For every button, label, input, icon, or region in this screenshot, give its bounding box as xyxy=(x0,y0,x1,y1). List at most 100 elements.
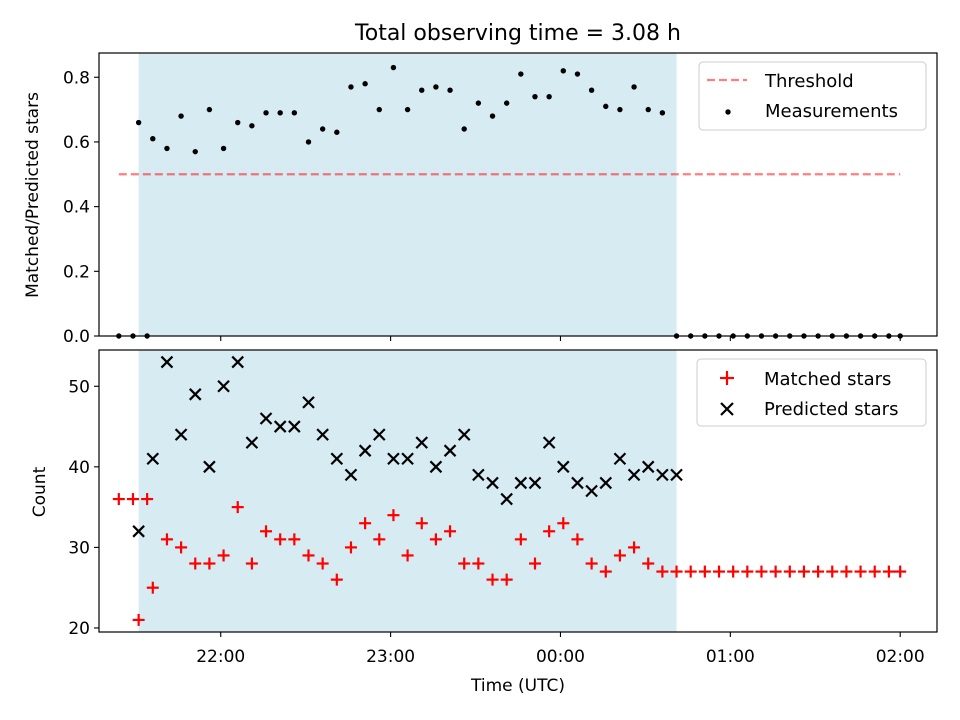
predicted-star-point xyxy=(500,492,513,506)
y-tick-label: 0.6 xyxy=(63,133,90,153)
predicted-star-point xyxy=(330,452,344,466)
legend-measurements-swatch xyxy=(725,109,731,115)
measurement-point xyxy=(419,87,425,93)
measurement-point xyxy=(447,87,453,93)
measurement-point xyxy=(192,148,198,155)
matched-star-point xyxy=(126,493,139,506)
legend-matched-swatch xyxy=(720,371,734,385)
matched-star-point xyxy=(894,565,907,578)
predicted-star-point xyxy=(188,388,202,401)
matched-star-point xyxy=(557,517,570,530)
top-panel: Total observing time = 3.08 h 0.0 0.2 0.4 0… xyxy=(23,21,938,347)
measurement-point xyxy=(291,110,298,116)
predicted-star-point xyxy=(160,355,174,369)
predicted-star-point xyxy=(344,468,358,482)
legend-matched-label: Matched stars xyxy=(764,369,891,390)
predicted-star-point xyxy=(457,428,471,441)
bottom-shaded-span xyxy=(138,350,677,632)
measurement-point xyxy=(560,68,566,74)
measurement-point xyxy=(249,123,255,129)
matched-star-point xyxy=(670,565,683,578)
measurement-point xyxy=(348,84,354,90)
matched-star-point xyxy=(755,565,768,578)
matched-star-point xyxy=(812,565,825,578)
predicted-star-point xyxy=(429,460,443,474)
matched-star-point xyxy=(585,557,598,570)
matched-star-point xyxy=(882,565,895,578)
measurement-point xyxy=(503,100,510,106)
predicted-star-point xyxy=(542,436,556,449)
measurement-point xyxy=(220,145,227,152)
measurement-point xyxy=(319,126,326,132)
matched-star-point xyxy=(175,541,188,554)
top-legend-box xyxy=(698,61,927,131)
y-tick-label: 30 xyxy=(68,538,90,558)
y-tick-label: 0.4 xyxy=(63,198,90,218)
measurement-point xyxy=(475,100,482,106)
y-tick-label: 20 xyxy=(68,619,90,639)
measurement-point xyxy=(334,129,340,135)
matched-star-point xyxy=(146,581,159,594)
predicted-star-point xyxy=(231,355,245,369)
bottom-marks xyxy=(112,355,907,626)
matched-star-point xyxy=(656,565,669,578)
x-tick-label: 23:00 xyxy=(366,647,415,667)
predicted-star-point xyxy=(585,484,598,498)
measurement-point xyxy=(206,106,213,113)
matched-star-point xyxy=(628,541,641,554)
measurement-point xyxy=(277,110,283,116)
matched-star-point xyxy=(245,557,258,570)
matched-star-point xyxy=(472,557,485,570)
matched-star-point xyxy=(642,557,655,570)
predicted-star-point xyxy=(627,468,641,482)
top-x-ticks xyxy=(220,336,901,341)
measurement-point xyxy=(659,110,666,116)
matched-star-point xyxy=(500,573,513,586)
predicted-star-point xyxy=(670,468,683,482)
matched-star-point xyxy=(260,525,273,538)
matched-star-point xyxy=(486,573,499,586)
matched-star-point xyxy=(458,557,471,570)
x-tick-label: 01:00 xyxy=(706,647,755,667)
predicted-star-point xyxy=(472,468,485,482)
measurement-point xyxy=(631,84,637,90)
measurement-point xyxy=(645,106,651,113)
matched-star-point xyxy=(160,533,173,546)
matched-star-point xyxy=(713,565,726,578)
top-axes-frame xyxy=(98,52,938,337)
predicted-star-point xyxy=(613,452,627,466)
measurement-point xyxy=(362,81,368,87)
matched-star-point xyxy=(316,557,329,570)
predicted-star-point xyxy=(387,452,400,466)
measurement-point xyxy=(532,93,538,100)
matched-star-point xyxy=(571,533,584,546)
x-tick-label: 00:00 xyxy=(536,647,585,667)
predicted-star-point xyxy=(217,379,230,393)
predicted-star-point xyxy=(656,468,669,482)
chart-title: Total observing time = 3.08 h xyxy=(354,21,681,46)
matched-star-point xyxy=(203,557,216,570)
measurement-point xyxy=(150,136,156,142)
y-tick-label: 50 xyxy=(68,377,90,397)
matched-star-point xyxy=(217,549,230,562)
matched-star-point xyxy=(274,533,287,546)
matched-star-point xyxy=(112,493,125,506)
predicted-star-point xyxy=(557,460,570,474)
predicted-star-point xyxy=(146,452,160,466)
matched-star-point xyxy=(387,509,400,522)
matched-star-point xyxy=(359,517,372,530)
bottom-y-axis-label: Count xyxy=(30,466,50,517)
matched-star-point xyxy=(840,565,853,578)
matched-star-point xyxy=(344,541,357,554)
y-tick-label: 0.2 xyxy=(63,262,90,282)
matched-star-point xyxy=(599,565,612,578)
predicted-star-point xyxy=(316,428,329,441)
x-tick-label: 22:00 xyxy=(196,647,245,667)
top-y-ticks: 0.0 0.2 0.4 0.6 0.8 xyxy=(63,68,99,347)
predicted-star-point xyxy=(203,460,216,474)
measurement-point xyxy=(603,103,609,110)
y-tick-label: 0.0 xyxy=(63,327,90,347)
measurement-point xyxy=(617,106,623,113)
matched-star-point xyxy=(444,525,457,538)
bottom-y-ticks: 20 30 40 50 xyxy=(68,377,99,639)
